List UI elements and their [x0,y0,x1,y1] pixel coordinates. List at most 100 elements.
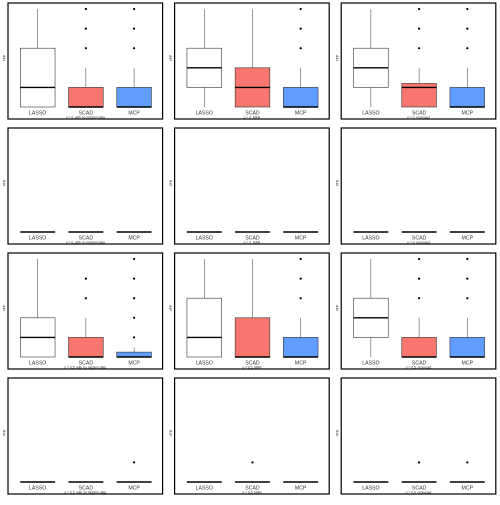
x-axis-label: ρ = 0, MAR [244,241,261,245]
tick-label-mcp: MCP [295,111,307,117]
tick-label-mcp: MCP [295,361,307,367]
outlier-point [418,258,420,260]
outlier-point [466,28,468,30]
tick-label-lasso: LASSO [362,111,379,117]
panel-frame [175,128,330,244]
outlier-point [300,8,302,10]
box-body [450,337,485,357]
x-axis-label: ρ = 0, proposed [407,241,430,245]
x-axis-label: ρ = 0.5, proposed [406,491,432,495]
outlier-point [466,461,468,463]
y-axis-label: #FN [169,429,173,436]
outlier-point [85,28,87,30]
outlier-point [466,278,468,280]
tick-label-lasso: LASSO [362,486,379,492]
tick-label-lasso: LASSO [29,236,46,242]
tick-label-lasso: LASSO [196,236,213,242]
outlier-point [85,278,87,280]
panel-frame [341,128,496,244]
x-axis-label: ρ = 0.5, with no missing data [64,366,106,370]
x-axis-label: ρ = 0, MAR [244,116,261,120]
x-axis-label: ρ = 0, with no missing data [66,241,105,245]
panel-frame [175,378,330,494]
y-axis-label: #FN [3,429,7,436]
tick-label-mcp: MCP [128,236,140,242]
tick-label-lasso: LASSO [196,361,213,367]
tick-label-mcp: MCP [462,486,474,492]
outlier-point [85,297,87,299]
box-body [187,298,222,357]
box-body [402,337,437,357]
y-axis-label: #FP [3,304,7,311]
box-body [235,318,270,357]
outlier-point [133,258,135,260]
y-axis-label: #FP [169,304,173,311]
box-body [117,352,152,357]
outlier-point [300,47,302,49]
y-axis-label: #FP [3,54,7,61]
outlier-point [466,297,468,299]
box-body [450,87,485,107]
panel-frame [8,378,163,494]
outlier-point [466,47,468,49]
y-axis-label: #FP [169,54,173,61]
tick-label-lasso: LASSO [362,361,379,367]
outlier-point [418,47,420,49]
tick-label-mcp: MCP [462,111,474,117]
y-axis-label: #FN [336,429,340,436]
outlier-point [133,297,135,299]
tick-label-lasso: LASSO [29,361,46,367]
panel-frame [341,378,496,494]
outlier-point [133,47,135,49]
y-axis-label: #FP [336,304,340,311]
outlier-point [418,297,420,299]
tick-label-lasso: LASSO [29,486,46,492]
outlier-point [133,28,135,30]
box-body [117,87,152,107]
box-body [69,87,104,107]
outlier-point [133,278,135,280]
outlier-point [85,47,87,49]
box-body [283,87,318,107]
tick-label-lasso: LASSO [29,111,46,117]
outlier-point [418,8,420,10]
box-body [283,337,318,357]
outlier-point [133,336,135,338]
outlier-point [418,278,420,280]
box-body [69,337,104,357]
outlier-point [418,461,420,463]
y-axis-label: #FN [3,179,7,186]
y-axis-label: #FN [169,179,173,186]
outlier-point [133,461,135,463]
x-axis-label: ρ = 0.5, MAR [242,366,262,370]
x-axis-label: ρ = 0.5, MAR [242,491,262,495]
outlier-point [300,297,302,299]
y-axis-label: #FP [336,54,340,61]
panel-frame [8,128,163,244]
outlier-point [418,28,420,30]
y-axis-label: #FN [336,179,340,186]
outlier-point [85,8,87,10]
tick-label-mcp: MCP [128,111,140,117]
outlier-point [466,8,468,10]
x-axis-label: ρ = 0, proposed [407,116,430,120]
outlier-point [300,28,302,30]
tick-label-mcp: MCP [295,236,307,242]
outlier-point [466,258,468,260]
tick-label-mcp: MCP [295,486,307,492]
box-body [20,48,55,107]
